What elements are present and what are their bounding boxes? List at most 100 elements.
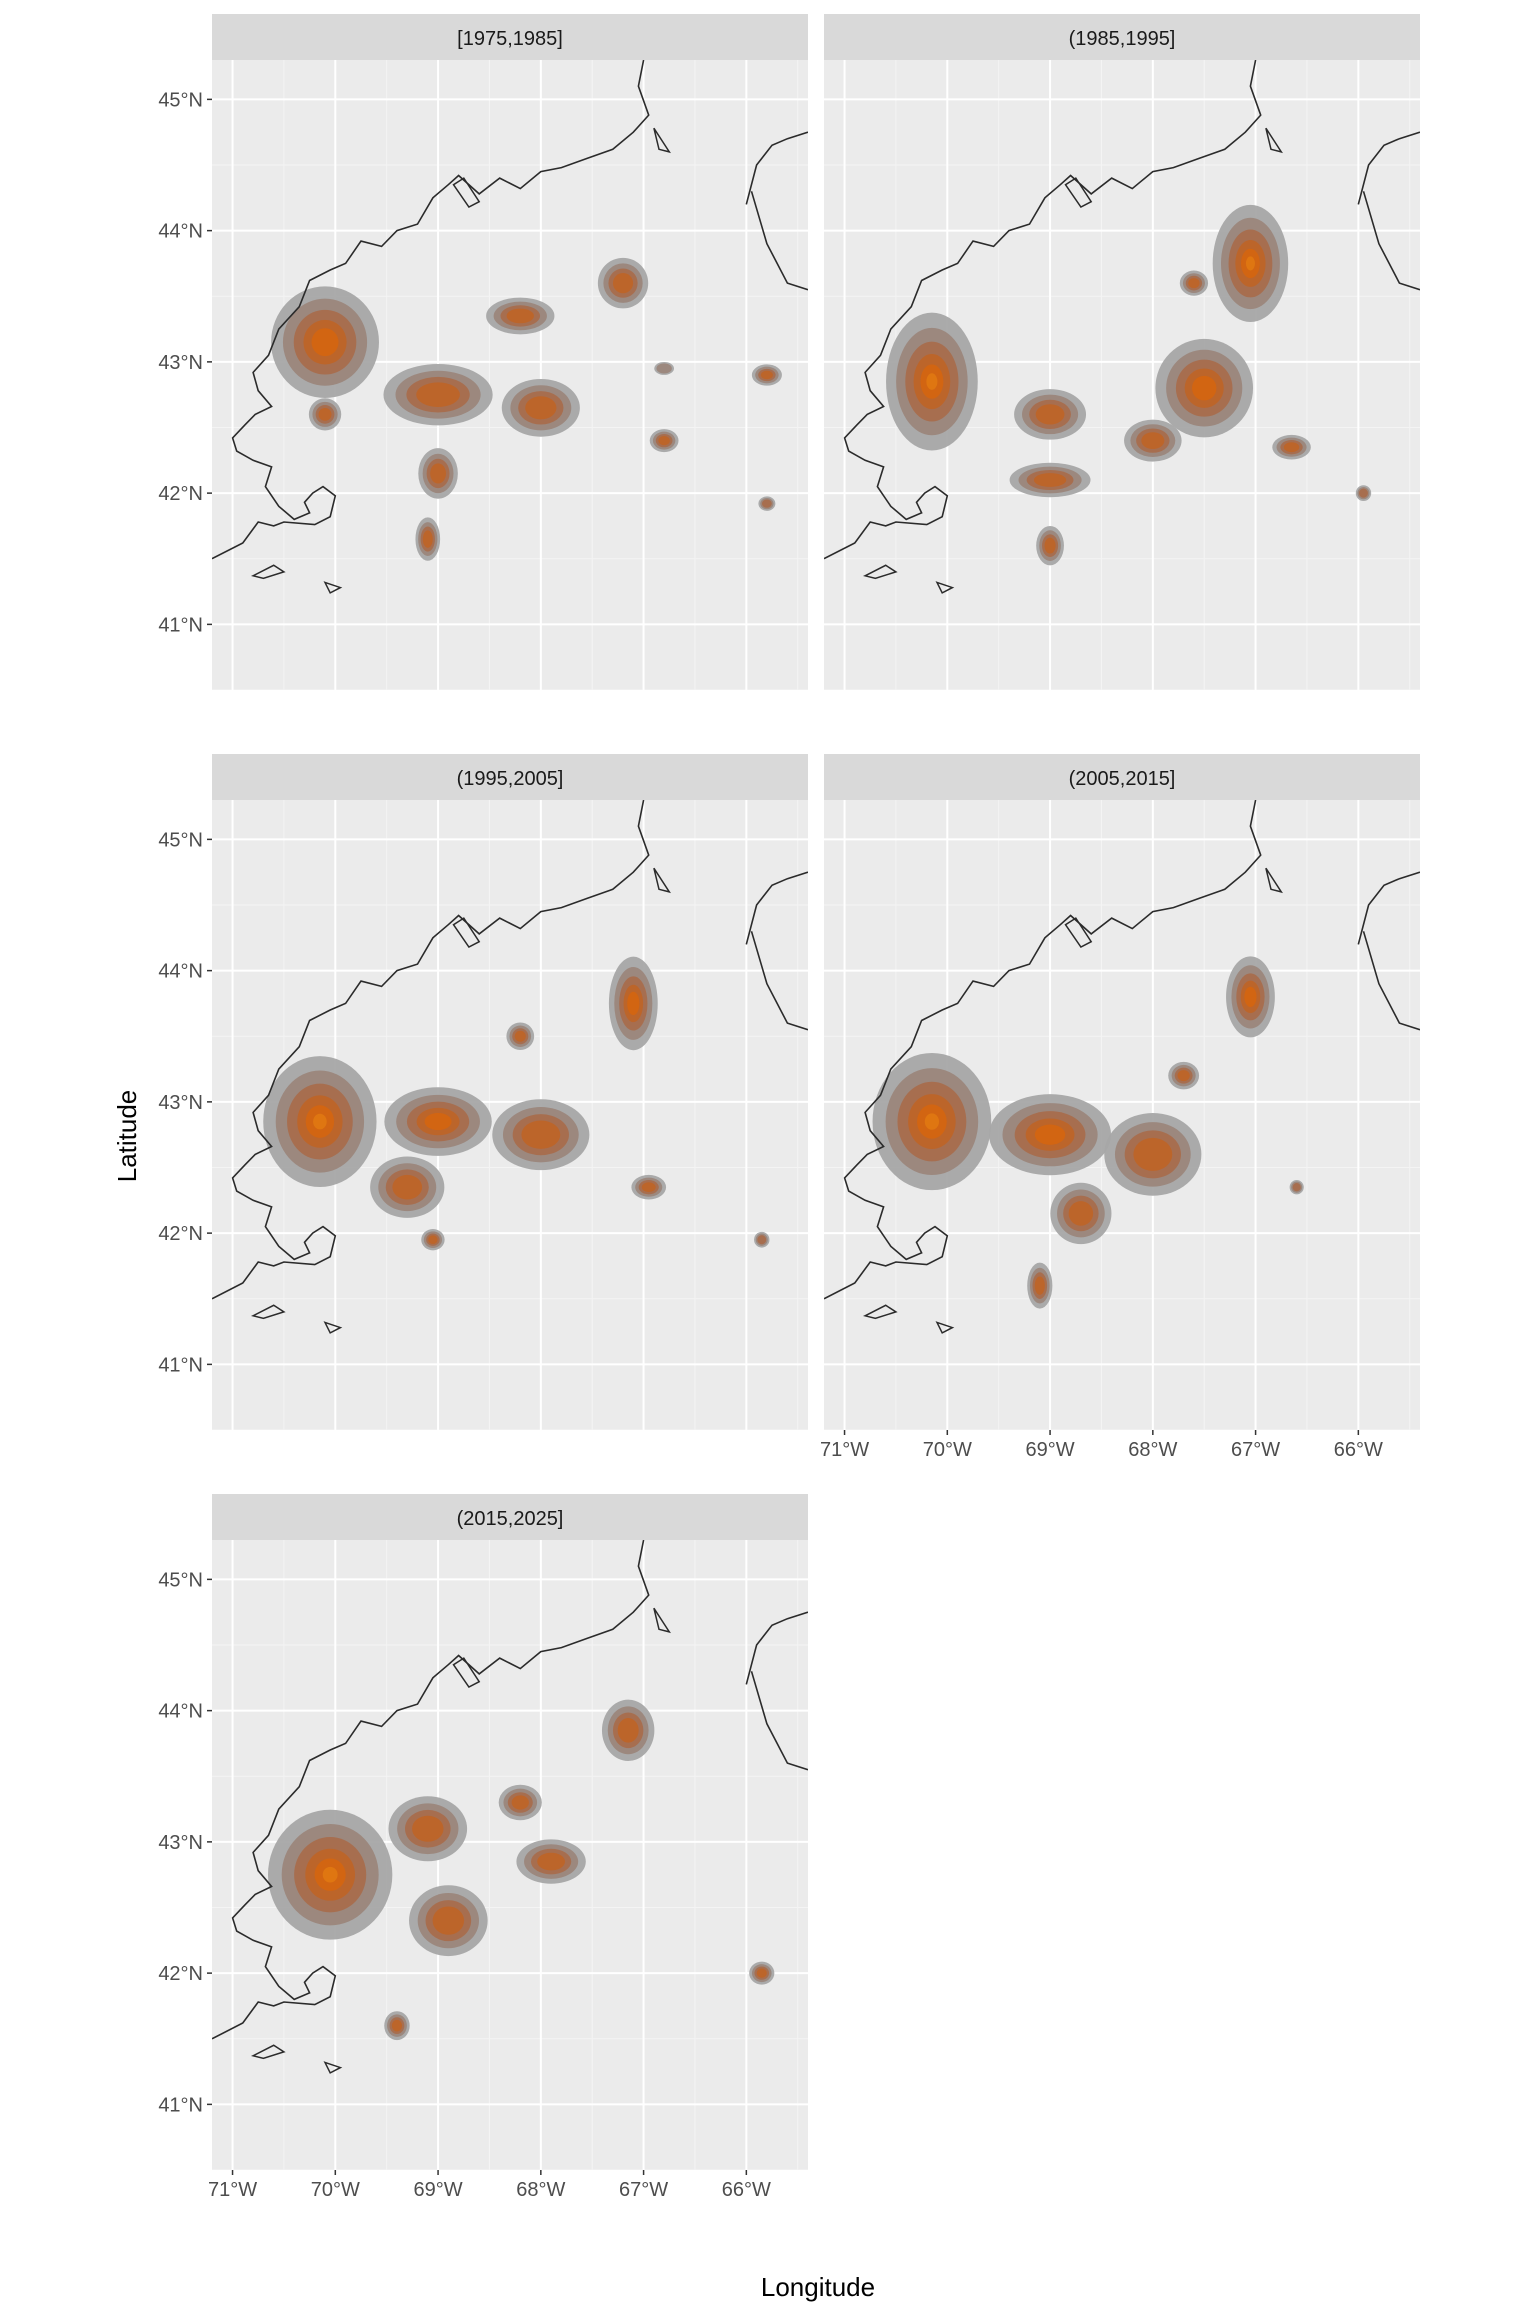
density-contour-level-6 <box>1245 256 1255 271</box>
y-tick-label: 45°N <box>158 829 203 851</box>
coastline <box>212 1540 650 2040</box>
x-tick-label: 70°W <box>923 1439 972 1461</box>
coastline <box>824 60 1262 560</box>
facet-panel: (1995,2005] <box>212 754 808 1430</box>
coastline <box>750 1671 808 1771</box>
facet-panel: (1985,1995] <box>824 14 1420 690</box>
y-tick-label: 45°N <box>158 89 203 111</box>
x-tick-label: 67°W <box>619 2179 668 2201</box>
density-contour-level-4 <box>641 1182 656 1193</box>
y-tick-label: 41°N <box>158 614 203 636</box>
island-outline <box>1064 177 1093 208</box>
island-outline <box>323 1321 343 1334</box>
facet-strip-label: (2005,2015] <box>1069 768 1176 790</box>
x-tick-label: 69°W <box>414 2179 463 2201</box>
y-axis-title: Latitude <box>112 1090 142 1183</box>
density-contour-level-2 <box>656 363 672 374</box>
density-contour-level-4 <box>1033 473 1067 487</box>
y-tick-label: 41°N <box>158 1354 203 1376</box>
y-tick-label: 43°N <box>158 1092 203 1114</box>
density-contour-level-4 <box>318 407 332 421</box>
density-contour-level-4 <box>428 1235 438 1244</box>
density-contour-level-6 <box>924 1113 940 1130</box>
facet-strip-label: [1975,1985] <box>457 28 563 50</box>
facet-strip-label: (1995,2005] <box>457 768 564 790</box>
x-axis-title: Longitude <box>761 2272 875 2302</box>
density-contour-level-4 <box>525 396 557 420</box>
island-outline <box>323 581 343 594</box>
density-contour-level-4 <box>506 308 534 324</box>
coastline <box>1357 131 1420 205</box>
y-tick-label: 45°N <box>158 1569 203 1591</box>
facet-strip-label: (1985,1995] <box>1069 28 1176 50</box>
facet-strip <box>824 754 1420 800</box>
density-contour-level-4 <box>416 382 460 407</box>
island-outline <box>1265 127 1283 154</box>
facet-strip <box>212 754 808 800</box>
density-contour-level-6 <box>322 1866 338 1883</box>
density-contour-level-3 <box>757 1235 767 1245</box>
facet-strip <box>212 14 808 60</box>
density-contour-level-3 <box>761 499 772 508</box>
island-outline <box>1064 917 1093 948</box>
y-tick-label: 43°N <box>158 1832 203 1854</box>
coastline <box>824 800 1262 1300</box>
x-tick-label: 66°W <box>1334 1439 1383 1461</box>
coastline <box>212 800 650 1300</box>
facet-strip <box>212 1494 808 1540</box>
density-contour-level-4 <box>1034 1276 1045 1295</box>
coastline <box>745 871 808 945</box>
island-outline <box>653 1607 671 1634</box>
island-outline <box>1265 867 1283 894</box>
x-tick-label: 71°W <box>208 2179 257 2201</box>
density-contour-level-4 <box>756 1968 767 1978</box>
density-contour-level-4 <box>511 1795 529 1810</box>
shared-axes: 41°N 42°N 43°N 44°N 45°N 41°N 42°N 43°N 44°N 45°N… <box>158 89 1383 2201</box>
density-contour-level-4 <box>391 2019 403 2032</box>
facet-panels: [1975,1985] (1985,1995] (1995,2005] (2005,2… <box>212 14 1420 2170</box>
coastline <box>745 131 808 205</box>
island-outline <box>452 917 481 948</box>
island-outline <box>250 2044 286 2060</box>
island-outline <box>250 564 286 580</box>
island-outline <box>862 564 898 580</box>
coastline <box>1357 871 1420 945</box>
density-contour-level-4 <box>1283 442 1300 453</box>
density-contour-level-5 <box>311 328 339 357</box>
facet-strip <box>824 14 1420 60</box>
density-contour-level-4 <box>392 1174 423 1200</box>
density-contour-level-4 <box>1068 1201 1094 1226</box>
density-contour-level-4 <box>521 1120 561 1149</box>
density-contour-level-4 <box>1133 1137 1173 1171</box>
y-tick-label: 44°N <box>158 1701 203 1723</box>
density-contour-level-5 <box>1034 1124 1066 1145</box>
x-tick-label: 70°W <box>311 2179 360 2201</box>
y-tick-label: 41°N <box>158 2094 203 2116</box>
density-contour-level-3 <box>1359 488 1368 498</box>
coastline <box>1362 931 1420 1031</box>
density-contour-level-6 <box>313 1113 327 1130</box>
density-contour-level-5 <box>1244 986 1257 1008</box>
island-outline <box>323 2061 343 2074</box>
x-tick-label: 68°W <box>1128 1439 1177 1461</box>
x-tick-label: 67°W <box>1231 1439 1280 1461</box>
island-outline <box>452 177 481 208</box>
density-contour-level-4 <box>412 1815 444 1842</box>
density-contour-level-4 <box>612 273 634 294</box>
y-tick-label: 42°N <box>158 483 203 505</box>
density-contour-level-4 <box>422 530 433 548</box>
y-tick-label: 42°N <box>158 1223 203 1245</box>
coastline <box>745 1611 808 1685</box>
island-outline <box>653 867 671 894</box>
y-tick-label: 43°N <box>158 352 203 374</box>
facet-panel: (2005,2015] <box>824 754 1420 1430</box>
density-contour-level-5 <box>1192 375 1217 401</box>
y-tick-label: 42°N <box>158 1963 203 1985</box>
density-contour-level-4 <box>430 463 446 484</box>
density-contour-level-5 <box>424 1112 452 1131</box>
density-contour-level-4 <box>514 1030 526 1042</box>
x-tick-label: 69°W <box>1026 1439 1075 1461</box>
x-tick-label: 66°W <box>722 2179 771 2201</box>
x-tick-label: 71°W <box>820 1439 869 1461</box>
